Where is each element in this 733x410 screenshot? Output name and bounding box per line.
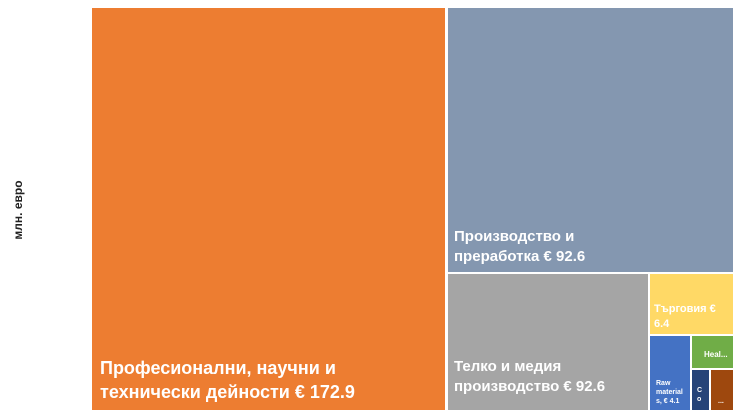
tile-label: ... bbox=[718, 397, 730, 406]
tile: ... bbox=[711, 370, 733, 410]
tile: Телко и медия производство € 92.6 bbox=[448, 274, 648, 410]
tile-label: Телко и медия производство € 92.6 bbox=[454, 357, 644, 396]
category-label: C o bbox=[697, 386, 703, 403]
tile: Raw materials, € 4.1 bbox=[650, 336, 690, 410]
value-label: € 172.9 bbox=[294, 381, 355, 402]
tile-label: Професионални, научни и технически дейно… bbox=[100, 357, 410, 404]
tile: Търговия € 6.4 bbox=[650, 274, 733, 334]
category-label: Телко и медия производство bbox=[454, 358, 562, 395]
category-label: ... bbox=[718, 397, 724, 405]
tile-label: Raw materials, € 4.1 bbox=[656, 379, 684, 406]
tile: Професионални, научни и технически дейно… bbox=[92, 8, 445, 410]
tile-label: C o bbox=[697, 386, 705, 404]
tile-label: Търговия € 6.4 bbox=[654, 302, 729, 331]
tile: Heal... bbox=[692, 336, 733, 368]
tile: Производство и преработка € 92.6 bbox=[448, 8, 733, 272]
category-label: Производство и преработка bbox=[454, 228, 575, 265]
category-label: Търговия bbox=[654, 303, 707, 316]
tile-label: Производство и преработка € 92.6 bbox=[454, 227, 654, 266]
value-label: € 4.1 bbox=[663, 397, 680, 405]
value-label: € 6.4 bbox=[654, 303, 716, 330]
tile: C o bbox=[692, 370, 709, 410]
category-label: Raw materials, bbox=[656, 379, 683, 405]
tile-label: Heal... bbox=[704, 350, 732, 360]
value-label: € 92.6 bbox=[543, 247, 586, 265]
axis-label: млн. евро bbox=[11, 180, 25, 240]
category-label: Heal... bbox=[704, 349, 728, 359]
category-label: Професионални, научни и технически дейно… bbox=[100, 358, 336, 402]
value-label: € 92.6 bbox=[563, 377, 606, 395]
